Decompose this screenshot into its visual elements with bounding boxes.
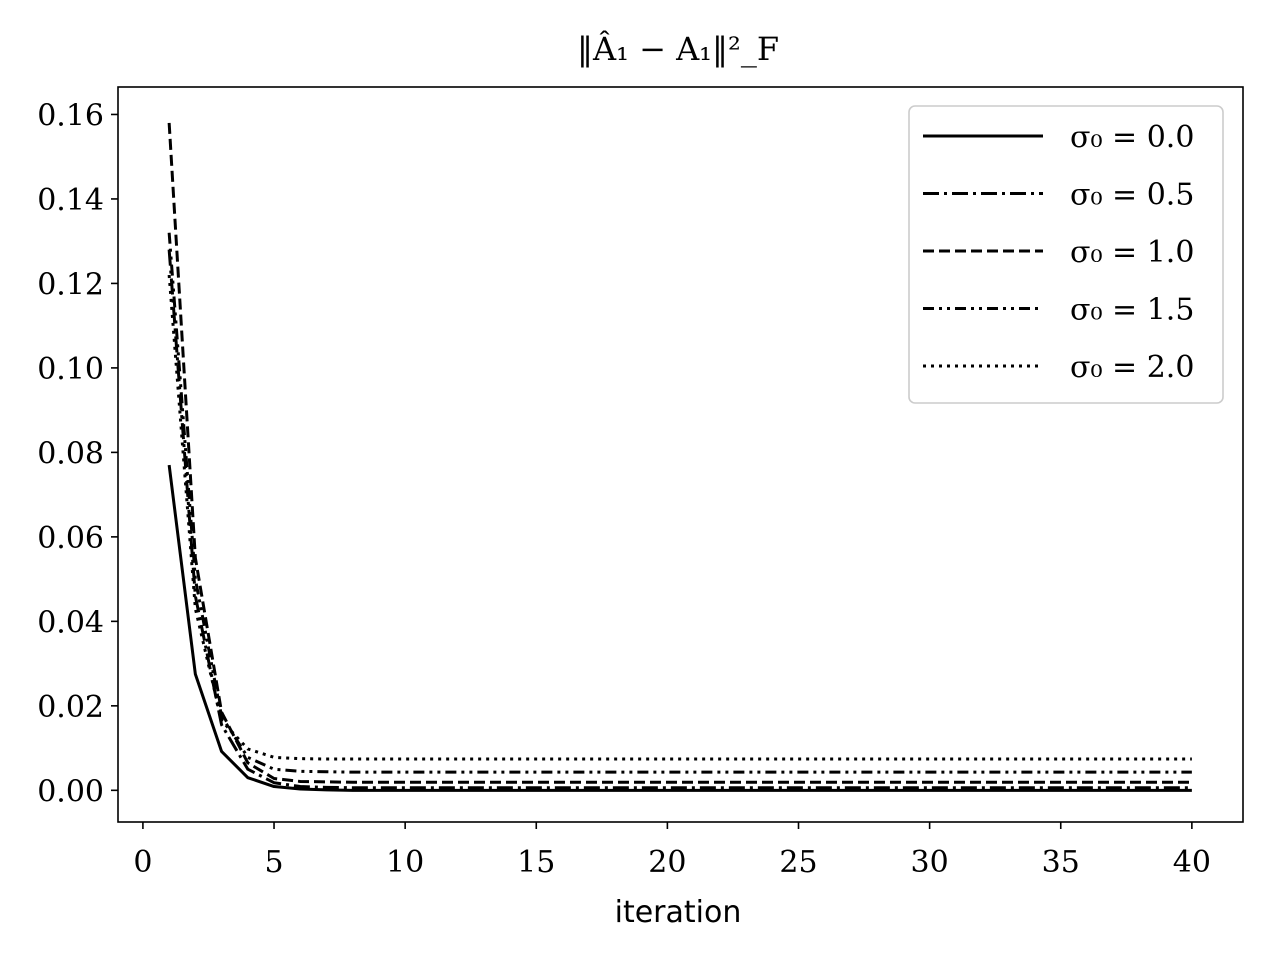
y-tick-label: 0.08: [37, 436, 104, 471]
y-tick-label: 0.04: [37, 605, 104, 640]
y-tick-label: 0.16: [37, 98, 104, 133]
series-line-0: [167, 464, 1192, 792]
y-tick-label: 0.00: [37, 774, 104, 809]
chart-title: ‖Â₁ − A₁‖²_F: [577, 30, 779, 68]
y-tick-label: 0.02: [37, 690, 104, 725]
y-tick-label: 0.14: [37, 183, 104, 218]
series-line-1: [167, 249, 1192, 790]
legend-label-4: σ₀ = 2.0: [1070, 350, 1194, 385]
x-axis: 0 5 10 15 20 25 30 35 40: [133, 822, 1211, 880]
legend-box: [908, 105, 1224, 404]
series-line-4: [167, 274, 1192, 761]
x-tick-label: 35: [1042, 845, 1080, 880]
plot-frame: [117, 86, 1244, 823]
legend-label-2: σ₀ = 1.0: [1070, 235, 1194, 270]
x-tick-label: 15: [517, 845, 555, 880]
series-line-3: [167, 232, 1192, 774]
y-axis: 0.00 0.02 0.04 0.06 0.08 0.10 0.12 0.14 0.16: [37, 98, 118, 809]
x-tick-label: 30: [911, 845, 949, 880]
plot-lines: [167, 122, 1192, 792]
series-line-2: [167, 122, 1192, 784]
x-tick-label: 40: [1173, 845, 1211, 880]
x-axis-label: iteration: [615, 895, 742, 930]
legend-label-1: σ₀ = 0.5: [1070, 178, 1194, 213]
x-tick-label: 0: [133, 845, 152, 880]
legend: σ₀ = 0.0 σ₀ = 0.5 σ₀ = 1.0 σ₀ = 1.5 σ₀ = 2.0: [908, 105, 1224, 404]
x-tick-label: 20: [648, 845, 686, 880]
x-tick-label: 25: [779, 845, 817, 880]
legend-label-3: σ₀ = 1.5: [1070, 293, 1194, 328]
legend-label-0: σ₀ = 0.0: [1070, 120, 1194, 155]
y-tick-label: 0.06: [37, 521, 104, 556]
x-tick-label: 5: [264, 845, 283, 880]
y-tick-label: 0.10: [37, 352, 104, 387]
x-tick-label: 10: [386, 845, 424, 880]
y-tick-label: 0.12: [37, 267, 104, 302]
